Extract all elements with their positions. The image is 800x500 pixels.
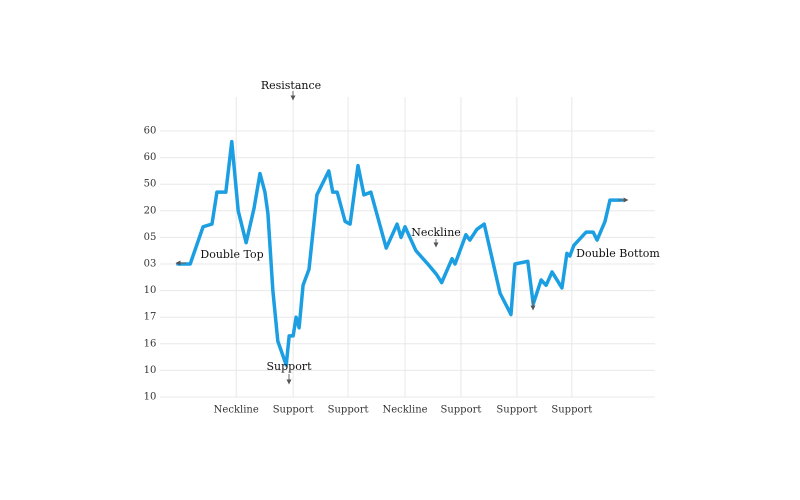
y-tick-label: 60 bbox=[144, 126, 157, 137]
annotation-arrows bbox=[175, 91, 629, 385]
annotation: Double Top bbox=[200, 248, 263, 261]
annotation: Neckline bbox=[411, 226, 461, 239]
x-tick-label: Support bbox=[273, 405, 314, 416]
x-tick-label: Support bbox=[328, 405, 369, 416]
x-tick-label: Support bbox=[551, 405, 592, 416]
annotation: Resistance bbox=[261, 79, 321, 92]
x-tick-label: Neckline bbox=[214, 405, 259, 416]
y-tick-label: 20 bbox=[144, 205, 157, 216]
y-tick-label: 05 bbox=[144, 232, 157, 243]
x-tick-label: Support bbox=[440, 405, 481, 416]
x-tick-label: Neckline bbox=[382, 405, 427, 416]
y-tick-label: 50 bbox=[144, 179, 157, 190]
y-tick-label: 60 bbox=[144, 152, 157, 163]
y-tick-label: 10 bbox=[144, 285, 157, 296]
y-tick-label: 16 bbox=[144, 338, 157, 349]
price-line bbox=[176, 139, 624, 367]
y-tick-label: 10 bbox=[144, 392, 157, 403]
y-tick-label: 03 bbox=[144, 259, 157, 270]
annotation: Support bbox=[266, 360, 312, 373]
y-tick-label: 10 bbox=[144, 365, 157, 376]
annotation: Double Bottom bbox=[576, 247, 660, 260]
x-tick-label: Support bbox=[496, 405, 537, 416]
y-tick-label: 17 bbox=[144, 312, 157, 323]
